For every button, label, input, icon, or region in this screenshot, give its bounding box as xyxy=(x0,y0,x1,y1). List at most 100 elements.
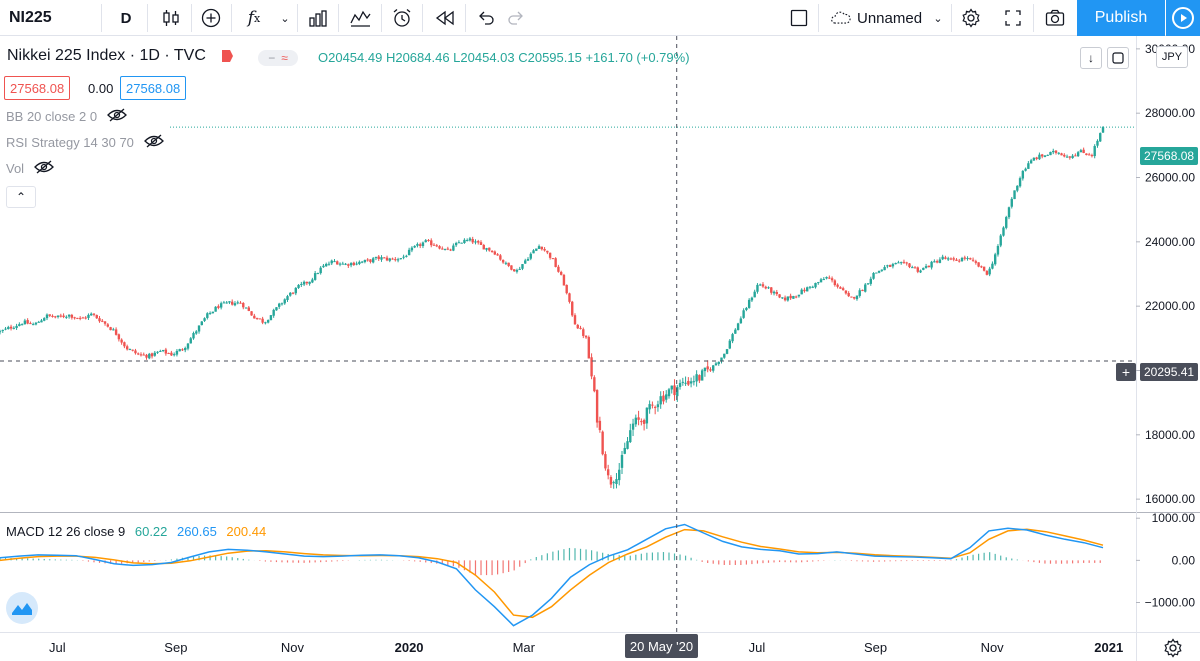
candle-body xyxy=(750,297,754,301)
candle-body xyxy=(916,267,919,272)
plus-icon[interactable]: + xyxy=(1116,363,1136,381)
undo-icon[interactable] xyxy=(472,0,500,36)
redo-icon[interactable] xyxy=(502,0,530,36)
candle-body xyxy=(723,353,726,358)
candle-body xyxy=(958,260,961,262)
candle-body xyxy=(800,289,803,295)
currency-badge[interactable]: JPY xyxy=(1156,46,1188,68)
time-tick-label: Mar xyxy=(513,640,536,655)
candle-body xyxy=(413,245,416,248)
candle-body xyxy=(402,256,405,258)
fullscreen-icon[interactable] xyxy=(999,0,1027,36)
candle-body xyxy=(612,482,615,484)
candle-body xyxy=(662,395,665,402)
candle-body xyxy=(963,257,966,259)
candle-body xyxy=(629,430,632,443)
candle-body xyxy=(255,317,259,319)
candle-body xyxy=(554,258,557,267)
candle-body xyxy=(283,299,286,304)
candle-body xyxy=(811,286,814,288)
candle-body xyxy=(955,259,958,261)
toolbar-divider xyxy=(147,4,148,32)
play-button[interactable] xyxy=(1166,0,1200,36)
indicator-bb[interactable]: BB 20 close 2 0 xyxy=(6,108,127,125)
buy-price-box[interactable]: 27568.08 xyxy=(120,76,187,100)
publish-button[interactable]: Publish xyxy=(1077,0,1165,36)
add-circle-icon[interactable] xyxy=(196,0,226,36)
eye-off-icon[interactable] xyxy=(34,160,54,177)
indicator-vol[interactable]: Vol xyxy=(6,160,54,177)
candle-body xyxy=(31,324,35,326)
candle-body xyxy=(477,241,480,243)
candle-body xyxy=(576,324,579,329)
candle-body xyxy=(631,423,635,430)
camera-icon[interactable] xyxy=(1040,0,1070,36)
interval-button[interactable]: D xyxy=(120,9,132,27)
candle-body xyxy=(698,375,701,381)
candle-body xyxy=(103,321,107,324)
bar-chart-icon[interactable] xyxy=(303,0,333,36)
flag-icon[interactable] xyxy=(222,50,236,62)
indicator-rsi[interactable]: RSI Strategy 14 30 70 xyxy=(6,134,164,151)
symbol-title[interactable]: Nikkei 225 Index · 1D · TVC xyxy=(7,47,206,64)
candles-icon[interactable] xyxy=(155,0,187,36)
candle-body xyxy=(642,420,646,424)
layout-name[interactable]: Unnamed xyxy=(857,9,923,27)
square-icon[interactable] xyxy=(785,0,813,36)
candle-body xyxy=(980,266,983,268)
candle-body xyxy=(665,394,668,400)
candle-body xyxy=(897,262,900,264)
symbol-search[interactable]: NI225 xyxy=(9,9,52,26)
candle-body xyxy=(56,315,60,318)
eye-off-icon[interactable] xyxy=(144,134,164,151)
candle-body xyxy=(29,323,32,325)
price-tick-label: 24000.00 xyxy=(1145,235,1195,249)
candle-body xyxy=(518,268,521,270)
candle-body xyxy=(504,262,508,264)
collapse-legend-button[interactable]: ⌃ xyxy=(6,186,36,208)
candle-body xyxy=(866,283,870,285)
arrow-down-icon[interactable]: ↓ xyxy=(1080,47,1102,69)
candle-body xyxy=(753,291,756,298)
sell-price-box[interactable]: 27568.08 xyxy=(4,76,71,100)
macd-legend[interactable]: MACD 12 26 close 9 60.22 260.65 200.44 xyxy=(6,524,272,539)
candle-body xyxy=(98,318,101,322)
candle-body xyxy=(101,320,104,322)
candle-body xyxy=(278,303,281,307)
candle-body xyxy=(830,278,834,281)
candle-body xyxy=(512,269,516,272)
candle-body xyxy=(590,357,593,377)
candle-body xyxy=(1013,190,1016,200)
candle-body xyxy=(258,318,262,320)
candle-body xyxy=(20,324,24,326)
candle-body xyxy=(1096,140,1099,146)
chart-canvas[interactable]: 30000.0028000.0026000.0024000.0022000.00… xyxy=(0,36,1200,661)
replay-icon[interactable] xyxy=(430,0,460,36)
toolbar-divider xyxy=(231,4,232,32)
candle-body xyxy=(974,261,978,263)
candle-body xyxy=(653,406,657,408)
alarm-icon[interactable] xyxy=(387,0,417,36)
candle-body xyxy=(999,235,1002,246)
candle-body xyxy=(540,246,544,250)
indicators-icon[interactable] xyxy=(344,0,376,36)
cloud-icon[interactable] xyxy=(826,0,856,36)
candle-body xyxy=(1043,155,1047,157)
candle-body xyxy=(355,263,358,265)
legend-toggle[interactable]: − ≈ xyxy=(258,50,298,66)
chevron-down-icon[interactable]: ⌄ xyxy=(280,12,290,25)
candle-body xyxy=(148,353,151,359)
chevron-down-icon[interactable]: ⌄ xyxy=(933,12,943,25)
candle-body xyxy=(366,259,369,261)
candle-body xyxy=(358,261,361,264)
eye-off-icon[interactable] xyxy=(107,108,127,125)
gear-icon[interactable] xyxy=(1162,637,1184,659)
tradingview-logo[interactable] xyxy=(6,592,38,624)
candle-body xyxy=(687,380,690,385)
gear-icon[interactable] xyxy=(957,0,985,36)
candle-body xyxy=(836,284,839,287)
macd-signal-value: 200.44 xyxy=(226,524,267,539)
candle-body xyxy=(399,258,403,260)
maximize-pane-icon[interactable] xyxy=(1107,47,1129,69)
